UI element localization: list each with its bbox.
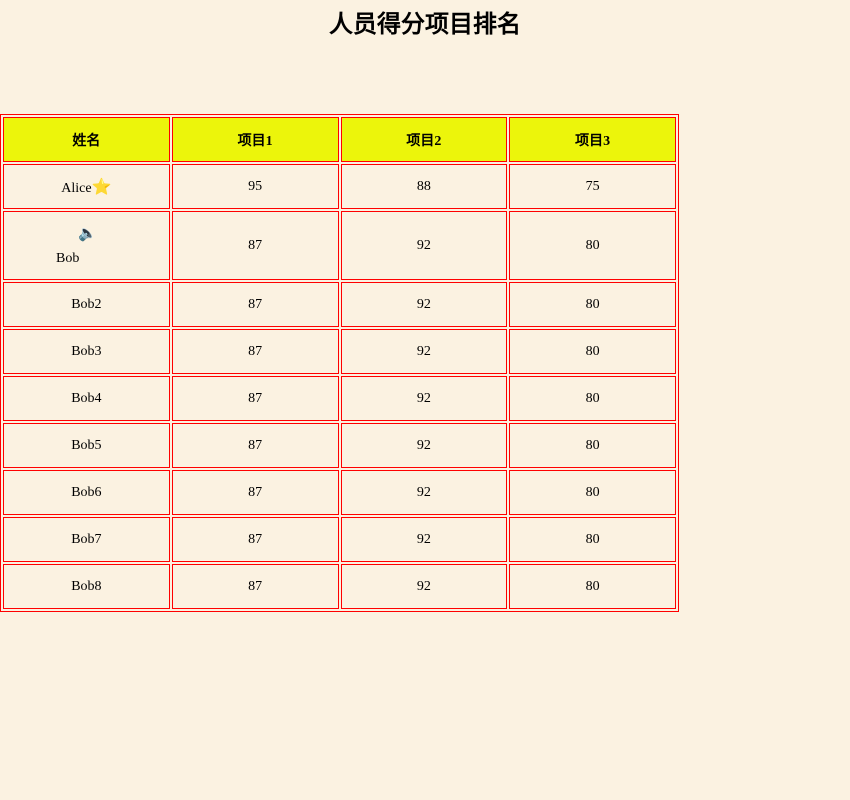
name-cell: Bob7 bbox=[3, 517, 170, 562]
score-cell: 87 bbox=[171, 517, 339, 562]
name-text: Bob3 bbox=[71, 343, 102, 359]
score-cell: 80 bbox=[509, 470, 676, 515]
name-cell: Alice⭐ bbox=[3, 164, 170, 209]
name-text: Alice bbox=[61, 180, 92, 196]
table-row: 🔈 Bob 87 92 80 bbox=[3, 211, 676, 280]
name-cell: Bob2 bbox=[3, 282, 170, 327]
score-table: 姓名 项目1 项目2 项目3 Alice⭐ 95 88 75 🔈 Bob 87 92 80 Bob… bbox=[0, 114, 679, 612]
header-item3: 项目3 bbox=[509, 117, 676, 162]
table-row: Bob2 87 92 80 bbox=[3, 282, 676, 327]
score-cell: 92 bbox=[340, 470, 508, 515]
score-cell: 87 bbox=[171, 211, 339, 280]
header-name: 姓名 bbox=[3, 117, 170, 162]
score-cell: 92 bbox=[340, 423, 508, 468]
table-row: Bob8 87 92 80 bbox=[3, 564, 676, 609]
score-cell: 80 bbox=[509, 211, 676, 280]
score-cell: 87 bbox=[171, 329, 339, 374]
table-row: Bob7 87 92 80 bbox=[3, 517, 676, 562]
score-cell: 80 bbox=[509, 517, 676, 562]
name-cell: Bob4 bbox=[3, 376, 170, 421]
table-row: Bob6 87 92 80 bbox=[3, 470, 676, 515]
name-cell: Bob5 bbox=[3, 423, 170, 468]
page-title: 人员得分项目排名 bbox=[329, 12, 521, 38]
name-text: Bob7 bbox=[71, 531, 102, 547]
name-cell: Bob8 bbox=[3, 564, 170, 609]
score-cell: 80 bbox=[509, 564, 676, 609]
name-text: Bob8 bbox=[71, 578, 102, 594]
star-icon: ⭐ bbox=[91, 178, 112, 196]
header-row: 姓名 项目1 项目2 项目3 bbox=[3, 117, 676, 162]
score-cell: 80 bbox=[509, 423, 676, 468]
name-cell: 🔈 Bob bbox=[3, 211, 170, 280]
score-cell: 92 bbox=[340, 282, 508, 327]
score-cell: 87 bbox=[171, 564, 339, 609]
score-cell: 87 bbox=[171, 282, 339, 327]
speaker-icon[interactable]: 🔈 bbox=[78, 226, 97, 242]
score-cell: 92 bbox=[340, 211, 508, 280]
score-cell: 92 bbox=[340, 329, 508, 374]
score-cell: 92 bbox=[340, 517, 508, 562]
name-text: Bob4 bbox=[71, 390, 102, 406]
score-cell: 75 bbox=[509, 164, 676, 209]
header-item2: 项目2 bbox=[340, 117, 508, 162]
score-cell: 80 bbox=[509, 376, 676, 421]
name-text: Bob bbox=[56, 251, 80, 266]
score-cell: 95 bbox=[171, 164, 339, 209]
table-row: Bob3 87 92 80 bbox=[3, 329, 676, 374]
score-cell: 87 bbox=[171, 423, 339, 468]
table-row: Bob5 87 92 80 bbox=[3, 423, 676, 468]
name-cell: Bob6 bbox=[3, 470, 170, 515]
name-text: Bob2 bbox=[71, 296, 102, 312]
score-cell: 92 bbox=[340, 376, 508, 421]
table-row: Alice⭐ 95 88 75 bbox=[3, 164, 676, 209]
name-text: Bob6 bbox=[71, 484, 102, 500]
score-cell: 87 bbox=[171, 376, 339, 421]
header-item1: 项目1 bbox=[171, 117, 339, 162]
score-cell: 87 bbox=[171, 470, 339, 515]
score-cell: 92 bbox=[340, 564, 508, 609]
score-cell: 88 bbox=[340, 164, 508, 209]
score-cell: 80 bbox=[509, 329, 676, 374]
name-cell: Bob3 bbox=[3, 329, 170, 374]
score-cell: 80 bbox=[509, 282, 676, 327]
table-row: Bob4 87 92 80 bbox=[3, 376, 676, 421]
name-text: Bob5 bbox=[71, 437, 102, 453]
